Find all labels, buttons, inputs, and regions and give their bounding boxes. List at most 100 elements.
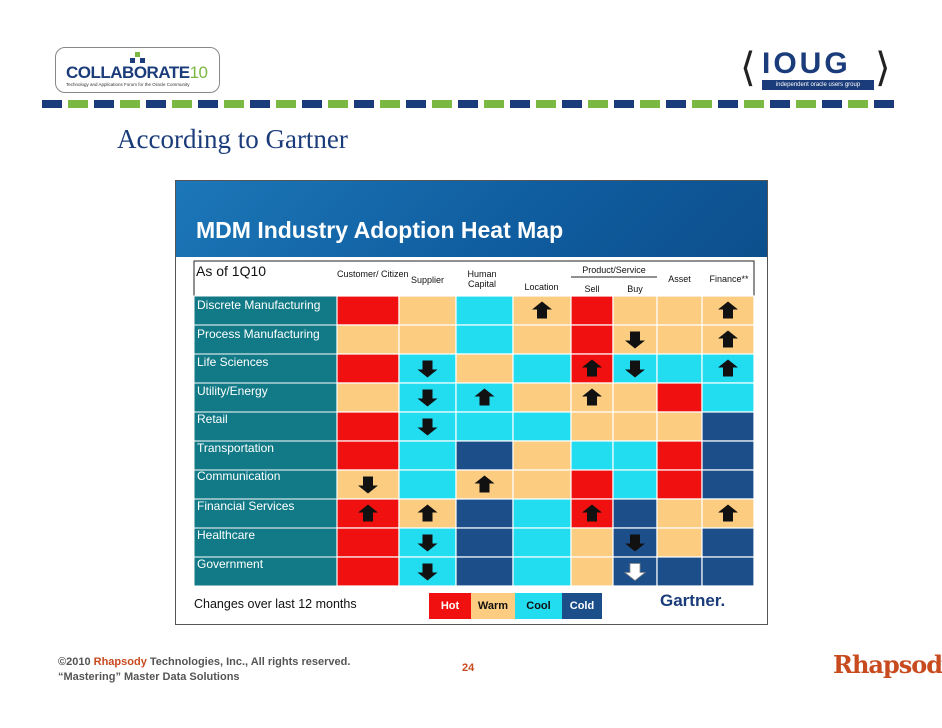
- column-header-asset: Asset: [668, 274, 691, 284]
- stripe-segment: [172, 100, 192, 108]
- heatmap-cell-human-capital: [455, 353, 514, 384]
- heatmap-cell-human-capital: [455, 440, 514, 471]
- heatmap-cell-asset: [656, 556, 703, 587]
- heatmap-cell-location: [512, 440, 572, 471]
- heatmap-cell-buy: [612, 295, 658, 326]
- stripe-segment: [432, 100, 452, 108]
- heatmap-footer-note: Changes over last 12 months: [194, 597, 357, 611]
- presentation-subtitle: “Mastering” Master Data Solutions: [58, 671, 240, 683]
- heatmap-cell-human-capital: [455, 556, 514, 587]
- stripe-segment: [640, 100, 660, 108]
- stripe-segment: [250, 100, 270, 108]
- row-label-cell: [193, 556, 338, 587]
- stripe-segment: [614, 100, 634, 108]
- row-label-transportation: Transportation: [197, 441, 274, 455]
- up-arrow-icon: [582, 388, 602, 406]
- heatmap-cell-buy: [612, 411, 658, 442]
- row-label-financial-services: Financial Services: [197, 499, 295, 513]
- row-label-cell: [193, 353, 338, 384]
- heatmap-as-of: As of 1Q10: [196, 263, 267, 279]
- heatmap-cell-sell: [570, 295, 614, 326]
- stripe-segment: [94, 100, 114, 108]
- up-arrow-icon: [358, 504, 378, 522]
- heatmap-cell-sell: [570, 556, 614, 587]
- heatmap-cell-location: [512, 411, 572, 442]
- stripe-segment: [822, 100, 842, 108]
- row-label-cell: [193, 498, 338, 529]
- up-arrow-icon: [718, 504, 738, 522]
- stripe-segment: [796, 100, 816, 108]
- up-arrow-icon: [474, 388, 495, 406]
- heatmap-cell-human-capital: [455, 527, 514, 558]
- heatmap-cell-asset: [656, 498, 703, 529]
- stripe-segment: [484, 100, 504, 108]
- stripe-segment: [146, 100, 166, 108]
- stripe-segment: [406, 100, 426, 108]
- heatmap-cell-location: [512, 469, 572, 500]
- stripe-segment: [120, 100, 140, 108]
- heatmap-cell-finance: [701, 527, 755, 558]
- heatmap-cell-human-capital: [455, 498, 514, 529]
- stripe-segment: [692, 100, 712, 108]
- heatmap-cell-asset: [656, 353, 703, 384]
- heatmap-cell-location: [512, 556, 572, 587]
- stripe-segment: [874, 100, 894, 108]
- column-group-product-service: Product/Service: [582, 265, 646, 275]
- stripe-segment: [380, 100, 400, 108]
- stripe-segment: [718, 100, 738, 108]
- heatmap-cell-sell: [570, 324, 614, 355]
- up-arrow-icon: [474, 475, 495, 493]
- slide-title: According to Gartner: [117, 124, 348, 154]
- heatmap-cell-supplier: [398, 324, 457, 355]
- heatmap-cell-customer: [336, 440, 400, 471]
- ioug-logo-tagline: independent oracle users group: [762, 80, 874, 90]
- ioug-logo: ⟨ IOUG ⟩ independent oracle users group: [740, 46, 900, 96]
- legend-cool: Cool: [515, 593, 562, 619]
- row-label-communication: Communication: [197, 469, 281, 483]
- stripe-segment: [848, 100, 868, 108]
- copyright-text: ©2010 Rhapsody Technologies, Inc., All r…: [58, 656, 351, 668]
- up-arrow-icon: [718, 301, 738, 319]
- ioug-logo-name: IOUG: [762, 47, 851, 80]
- column-header-location: Location: [524, 282, 559, 292]
- heatmap-cell-buy: [612, 469, 658, 500]
- row-label-cell: [193, 469, 338, 500]
- heatmap-cell-location: [512, 527, 572, 558]
- down-arrow-icon: [625, 360, 645, 378]
- up-arrow-icon: [718, 359, 738, 377]
- heatmap-cell-sell: [570, 411, 614, 442]
- heatmap-cell-human-capital: [455, 295, 514, 326]
- column-header-human-capital: Human Capital: [467, 269, 497, 289]
- collaborate-logo-title: COLLABORATE10: [66, 63, 208, 82]
- down-arrow-icon: [417, 534, 438, 552]
- heatmap-cell-asset: [656, 527, 703, 558]
- row-label-retail: Retail: [197, 412, 228, 426]
- down-arrow-icon: [625, 534, 645, 552]
- heatmap-cell-customer: [336, 295, 400, 326]
- column-header-buy: Buy: [627, 284, 643, 294]
- stripe-segment: [666, 100, 686, 108]
- legend-warm: Warm: [471, 593, 515, 619]
- stripe-segment: [588, 100, 608, 108]
- heatmap-cell-customer: [336, 382, 400, 413]
- heatmap-cell-finance: [701, 469, 755, 500]
- rhapsody-logo: Rhapsody: [833, 650, 942, 679]
- ioug-right-bracket: ⟩: [875, 45, 891, 91]
- heatmap-cell-finance: [701, 556, 755, 587]
- up-arrow-icon: [582, 504, 602, 522]
- down-arrow-icon: [417, 563, 438, 581]
- stripe-segment: [276, 100, 296, 108]
- stripe-segment: [458, 100, 478, 108]
- row-label-process-manufacturing: Process Manufacturing: [197, 327, 320, 341]
- heatmap-grid: [193, 260, 755, 587]
- up-arrow-icon: [582, 359, 602, 377]
- heatmap-cell-finance: [701, 382, 755, 413]
- row-label-cell: [193, 324, 338, 355]
- heatmap-header-band: [176, 181, 767, 257]
- gartner-logo: Gartner.: [660, 591, 726, 610]
- stripe-segment: [354, 100, 374, 108]
- heatmap-cell-location: [512, 382, 572, 413]
- stripe-segment: [510, 100, 530, 108]
- heatmap-cell-supplier: [398, 440, 457, 471]
- heatmap-cell-asset: [656, 295, 703, 326]
